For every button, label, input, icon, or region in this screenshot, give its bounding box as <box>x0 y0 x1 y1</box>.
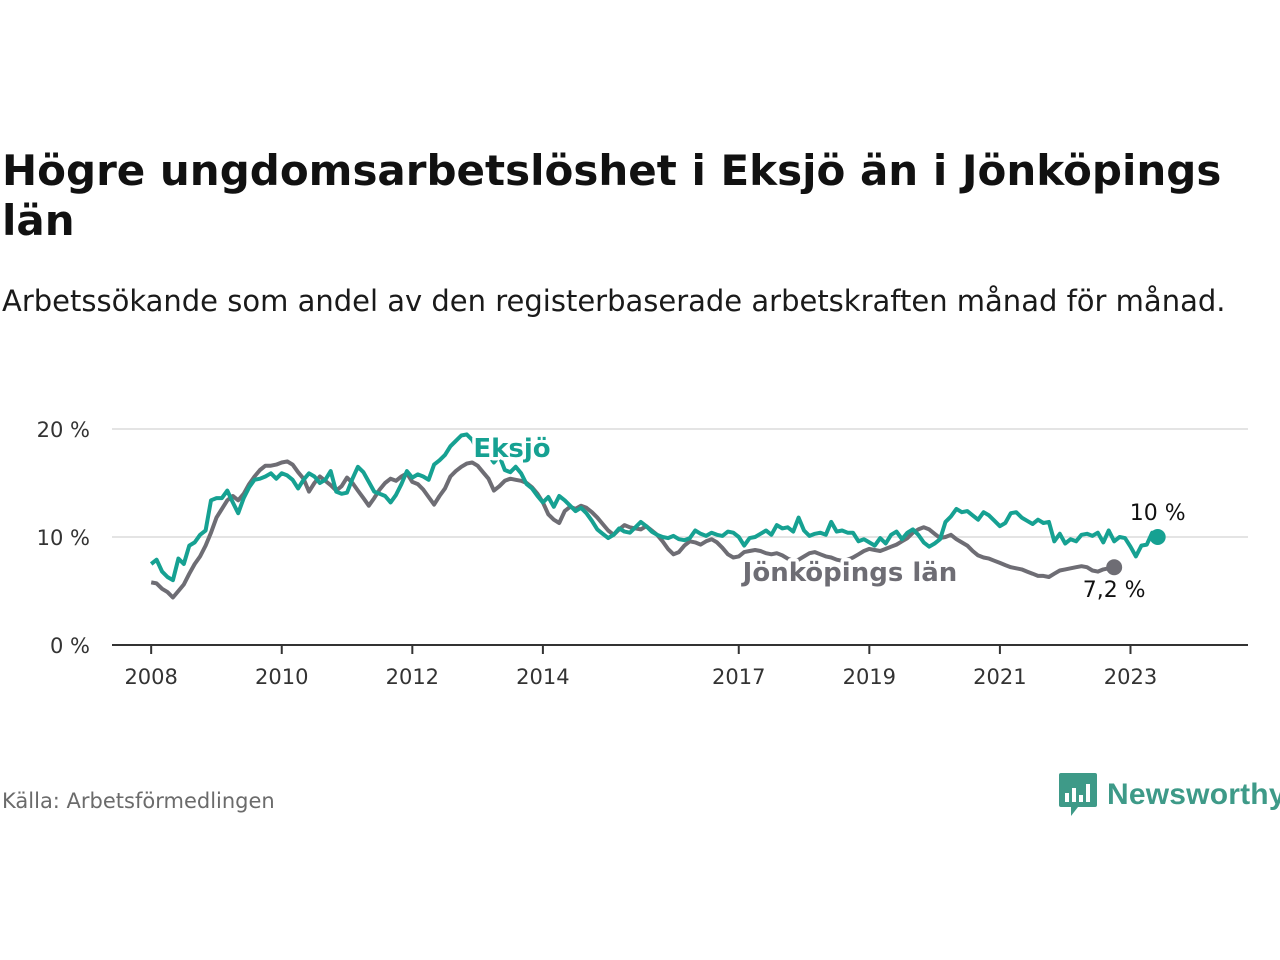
end-value-label-eksjo: 10 % <box>1130 501 1186 526</box>
end-value-label-jonkoping-halo: 7,2 % <box>1083 578 1146 603</box>
series-end-dot-jonkoping <box>1106 559 1123 576</box>
chart-subtitle: Arbetssökande som andel av den registerb… <box>2 284 1226 318</box>
series-line-eksjo <box>149 432 1159 583</box>
y-tick-label: 0 % <box>50 634 90 658</box>
x-tick-label: 2021 <box>973 665 1026 689</box>
line-chart: 0 % 10 % 20 % 2008 2010 2012 2014 2017 2019 2021… <box>37 418 1248 689</box>
series-end-dot-eksjo <box>1149 529 1166 545</box>
brand-name: Newsworthy <box>1107 778 1280 811</box>
x-tick-label: 2010 <box>255 665 308 689</box>
x-tick-label: 2017 <box>712 665 765 689</box>
y-tick-label: 10 % <box>37 526 90 550</box>
y-tick-label: 20 % <box>37 418 90 442</box>
brand-logo[interactable]: Newsworthy <box>1058 772 1280 818</box>
series-label-eksjo: Eksjö <box>473 434 550 464</box>
end-value-label-eksjo-halo: 10 % <box>1130 501 1186 526</box>
chart-gridlines <box>112 428 1248 538</box>
end-value-label-jonkoping: 7,2 % <box>1083 578 1146 603</box>
series-label-jonkoping: Jönköpings län <box>741 558 958 588</box>
y-axis: 0 % 10 % 20 % <box>37 418 90 658</box>
newsworthy-logo-icon <box>1059 773 1097 816</box>
x-tick-label: 2023 <box>1104 665 1157 689</box>
source-note: Källa: Arbetsförmedlingen <box>2 789 275 813</box>
x-tick-label: 2014 <box>516 665 569 689</box>
chart-title: Högre ungdomsarbetslöshet i Eksjö än i J… <box>2 146 1222 245</box>
x-tick-label: 2019 <box>843 665 896 689</box>
series-label-eksjo-halo: Eksjö <box>473 434 550 464</box>
chart-series <box>149 432 1166 600</box>
x-tick-label: 2008 <box>124 665 177 689</box>
x-axis: 2008 2010 2012 2014 2017 2019 2021 2023 <box>112 644 1248 689</box>
x-tick-label: 2012 <box>386 665 439 689</box>
series-label-jonkoping-halo: Jönköpings län <box>741 558 958 588</box>
